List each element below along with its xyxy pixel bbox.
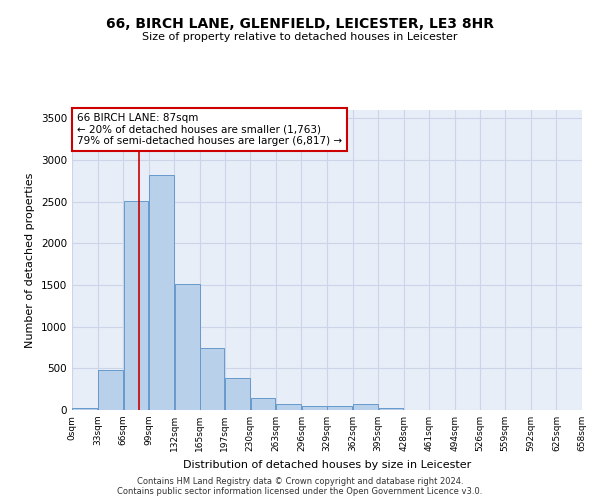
X-axis label: Distribution of detached houses by size in Leicester: Distribution of detached houses by size …	[183, 460, 471, 469]
Bar	[251, 398, 275, 410]
Bar	[353, 404, 378, 410]
Bar	[200, 348, 224, 410]
Bar	[124, 201, 148, 410]
Text: 66, BIRCH LANE, GLENFIELD, LEICESTER, LE3 8HR: 66, BIRCH LANE, GLENFIELD, LEICESTER, LE…	[106, 18, 494, 32]
Text: Contains HM Land Registry data © Crown copyright and database right 2024.: Contains HM Land Registry data © Crown c…	[137, 478, 463, 486]
Bar	[149, 175, 174, 410]
Text: 66 BIRCH LANE: 87sqm
← 20% of detached houses are smaller (1,763)
79% of semi-de: 66 BIRCH LANE: 87sqm ← 20% of detached h…	[77, 113, 342, 146]
Bar	[175, 284, 200, 410]
Bar	[328, 406, 352, 410]
Bar	[98, 370, 123, 410]
Bar	[379, 408, 403, 410]
Bar	[302, 406, 326, 410]
Text: Contains public sector information licensed under the Open Government Licence v3: Contains public sector information licen…	[118, 488, 482, 496]
Bar	[276, 404, 301, 410]
Y-axis label: Number of detached properties: Number of detached properties	[25, 172, 35, 348]
Bar	[73, 408, 97, 410]
Bar	[225, 378, 250, 410]
Text: Size of property relative to detached houses in Leicester: Size of property relative to detached ho…	[142, 32, 458, 42]
